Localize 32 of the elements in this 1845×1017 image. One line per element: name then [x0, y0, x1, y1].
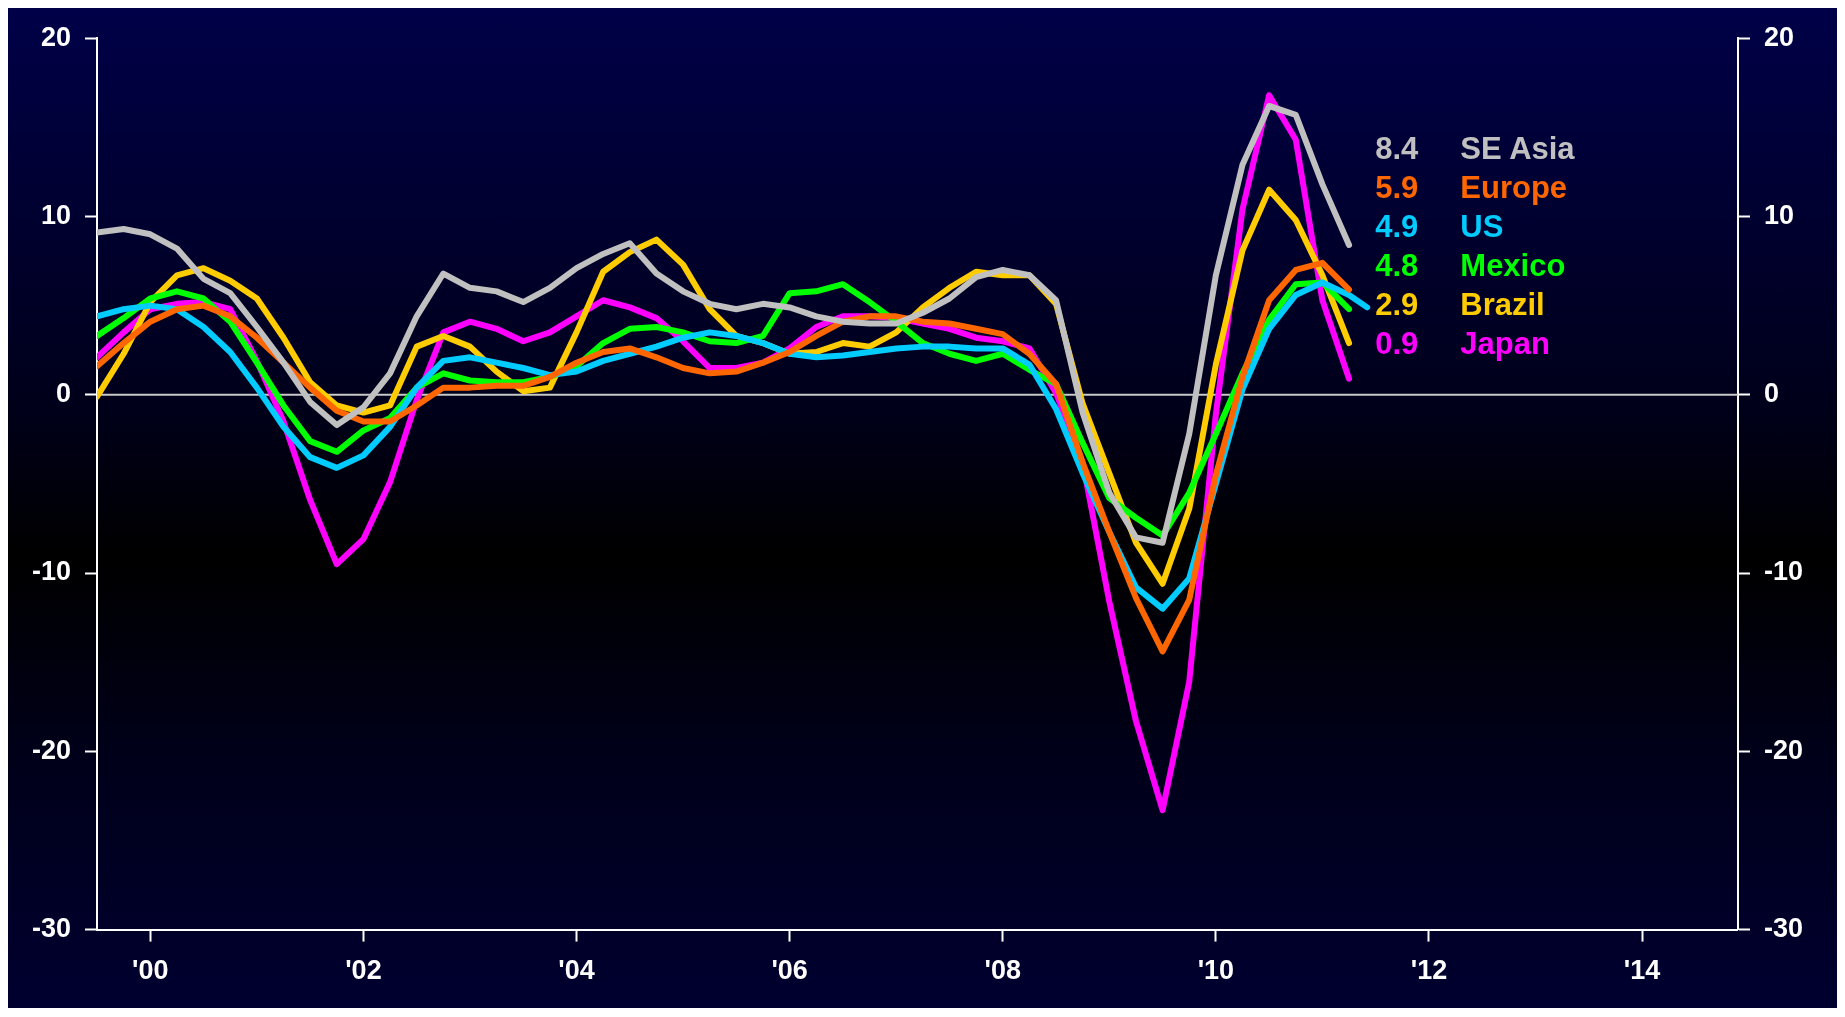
x-tick-label: '06 — [771, 955, 808, 986]
annotation: 8.4 — [1375, 130, 1420, 166]
x-tick-label: '04 — [558, 955, 595, 986]
x-tick-label: '14 — [1623, 955, 1661, 986]
x-tick-label: '12 — [1410, 955, 1448, 986]
y2-tick-label: -10 — [1763, 556, 1804, 587]
y-tick-label: -30 — [31, 913, 72, 944]
y2-tick-label: 10 — [1763, 199, 1795, 230]
text: Europe — [1460, 169, 1568, 205]
y-tick-label: -20 — [31, 734, 72, 765]
annotation: 5.9 — [1375, 169, 1419, 205]
annotation: 4.9 — [1375, 208, 1419, 244]
y2-tick-label: 20 — [1763, 21, 1795, 52]
annotation: 2.9 — [1375, 286, 1419, 322]
y-tick-label: 10 — [40, 199, 72, 230]
y2-tick-label: -30 — [1763, 913, 1804, 944]
y-tick-label: 0 — [55, 378, 72, 409]
text: SE Asia — [1460, 130, 1576, 166]
y-tick-label: 20 — [40, 21, 72, 52]
annotation: 4.8 — [1375, 247, 1419, 283]
x-tick-label: '02 — [345, 955, 382, 986]
text: Mexico — [1460, 247, 1566, 283]
text: Brazil — [1460, 286, 1545, 322]
y2-tick-label: 0 — [1763, 378, 1780, 409]
x-tick-label: '10 — [1197, 955, 1235, 986]
x-tick-label: '08 — [984, 955, 1021, 986]
x-tick-label: '00 — [132, 955, 169, 986]
text: Japan — [1460, 325, 1550, 361]
y2-tick-label: -20 — [1763, 734, 1804, 765]
y-tick-label: -10 — [31, 556, 72, 587]
annotation: 0.9 — [1375, 325, 1419, 361]
text: US — [1460, 208, 1504, 244]
